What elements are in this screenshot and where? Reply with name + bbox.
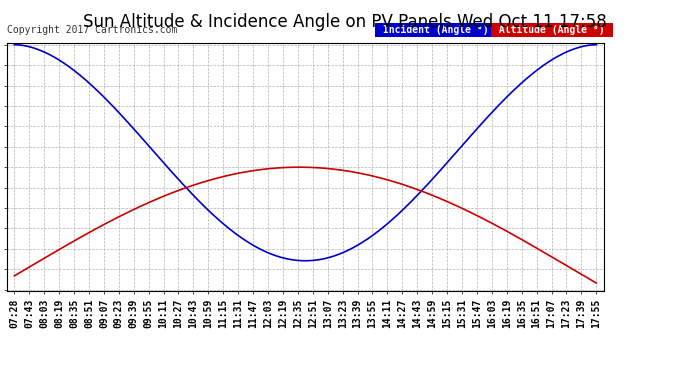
- Text: Sun Altitude & Incidence Angle on PV Panels Wed Oct 11 17:58: Sun Altitude & Incidence Angle on PV Pan…: [83, 13, 607, 31]
- Text: Copyright 2017 Cartronics.com: Copyright 2017 Cartronics.com: [7, 25, 177, 34]
- Text: Incident (Angle °): Incident (Angle °): [377, 25, 495, 34]
- Text: Altitude (Angle °): Altitude (Angle °): [493, 25, 611, 34]
